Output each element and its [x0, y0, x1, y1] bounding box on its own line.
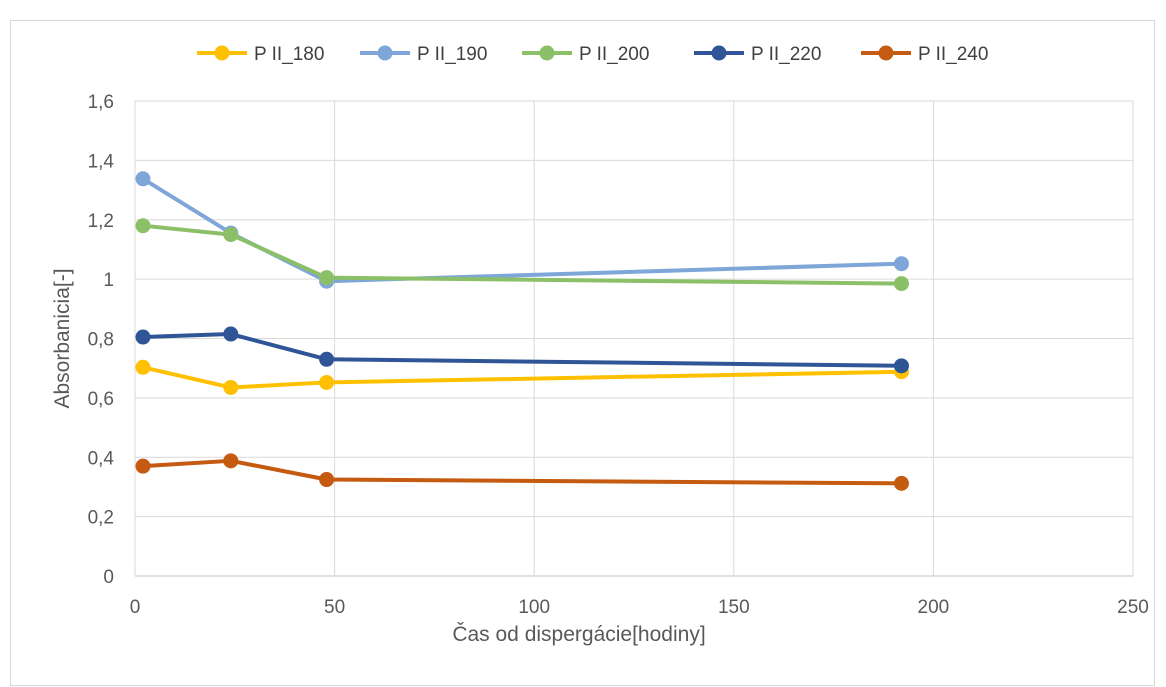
grid: [134, 100, 1134, 577]
series-layer: [135, 171, 909, 491]
data-point: [319, 351, 335, 367]
y-tick-label: 1,6: [88, 92, 114, 113]
data-point: [893, 276, 909, 292]
legend-label: P II_220: [751, 44, 821, 65]
y-tick-label: 0,8: [88, 330, 114, 351]
data-point: [135, 218, 151, 234]
data-point: [319, 270, 335, 286]
data-point: [223, 227, 239, 243]
y-tick-label: 1,2: [88, 211, 114, 232]
legend-marker: [878, 45, 894, 61]
legend-marker: [711, 45, 727, 61]
y-tick-label: 0,6: [88, 389, 114, 410]
x-tick-label: 50: [324, 597, 345, 618]
y-axis-ticks: 0 0,2 0,4 0,6 0,8 1 1,2 1,4 1,6: [88, 92, 115, 588]
y-tick-label: 1: [103, 270, 114, 291]
y-axis-title: Absorbanicia[-]: [51, 268, 74, 408]
x-axis-title: Čas od dispergácie[hodiny]: [452, 623, 705, 646]
y-tick-label: 0,4: [88, 448, 115, 469]
y-tick-label: 0,2: [88, 508, 114, 529]
legend-label: P II_180: [254, 44, 324, 65]
y-tick-label: 1,4: [88, 151, 115, 172]
x-axis-ticks: 0 50 100 150 200 250: [130, 597, 1149, 618]
legend-label: P II_190: [417, 44, 487, 65]
series-line: [140, 332, 904, 368]
x-tick-label: 250: [1117, 597, 1149, 618]
data-point: [893, 256, 909, 272]
legend-marker: [377, 45, 393, 61]
data-point: [223, 453, 239, 469]
legend-label: P II_200: [579, 44, 649, 65]
data-point: [135, 171, 151, 187]
x-tick-label: 100: [518, 597, 550, 618]
data-point: [135, 329, 151, 345]
chart-area: [10, 20, 1155, 686]
x-tick-label: 0: [130, 597, 141, 618]
series-line: [140, 223, 904, 286]
y-tick-label: 0: [103, 567, 114, 588]
data-point: [135, 359, 151, 375]
legend-marker: [539, 45, 555, 61]
x-tick-label: 200: [918, 597, 950, 618]
legend-marker: [214, 45, 230, 61]
x-tick-label: 150: [718, 597, 750, 618]
series-line: [140, 365, 904, 390]
data-point: [319, 472, 335, 488]
legend-label: P II_240: [918, 44, 988, 65]
series-line: [140, 458, 904, 486]
legend: P II_180 P II_190 P II_200 P II_220 P II_240: [197, 44, 988, 65]
data-point: [319, 374, 335, 390]
data-point: [893, 358, 909, 374]
data-point: [223, 326, 239, 342]
series-line: [140, 176, 904, 284]
data-point: [223, 379, 239, 395]
data-point: [893, 475, 909, 491]
data-point: [135, 458, 151, 474]
